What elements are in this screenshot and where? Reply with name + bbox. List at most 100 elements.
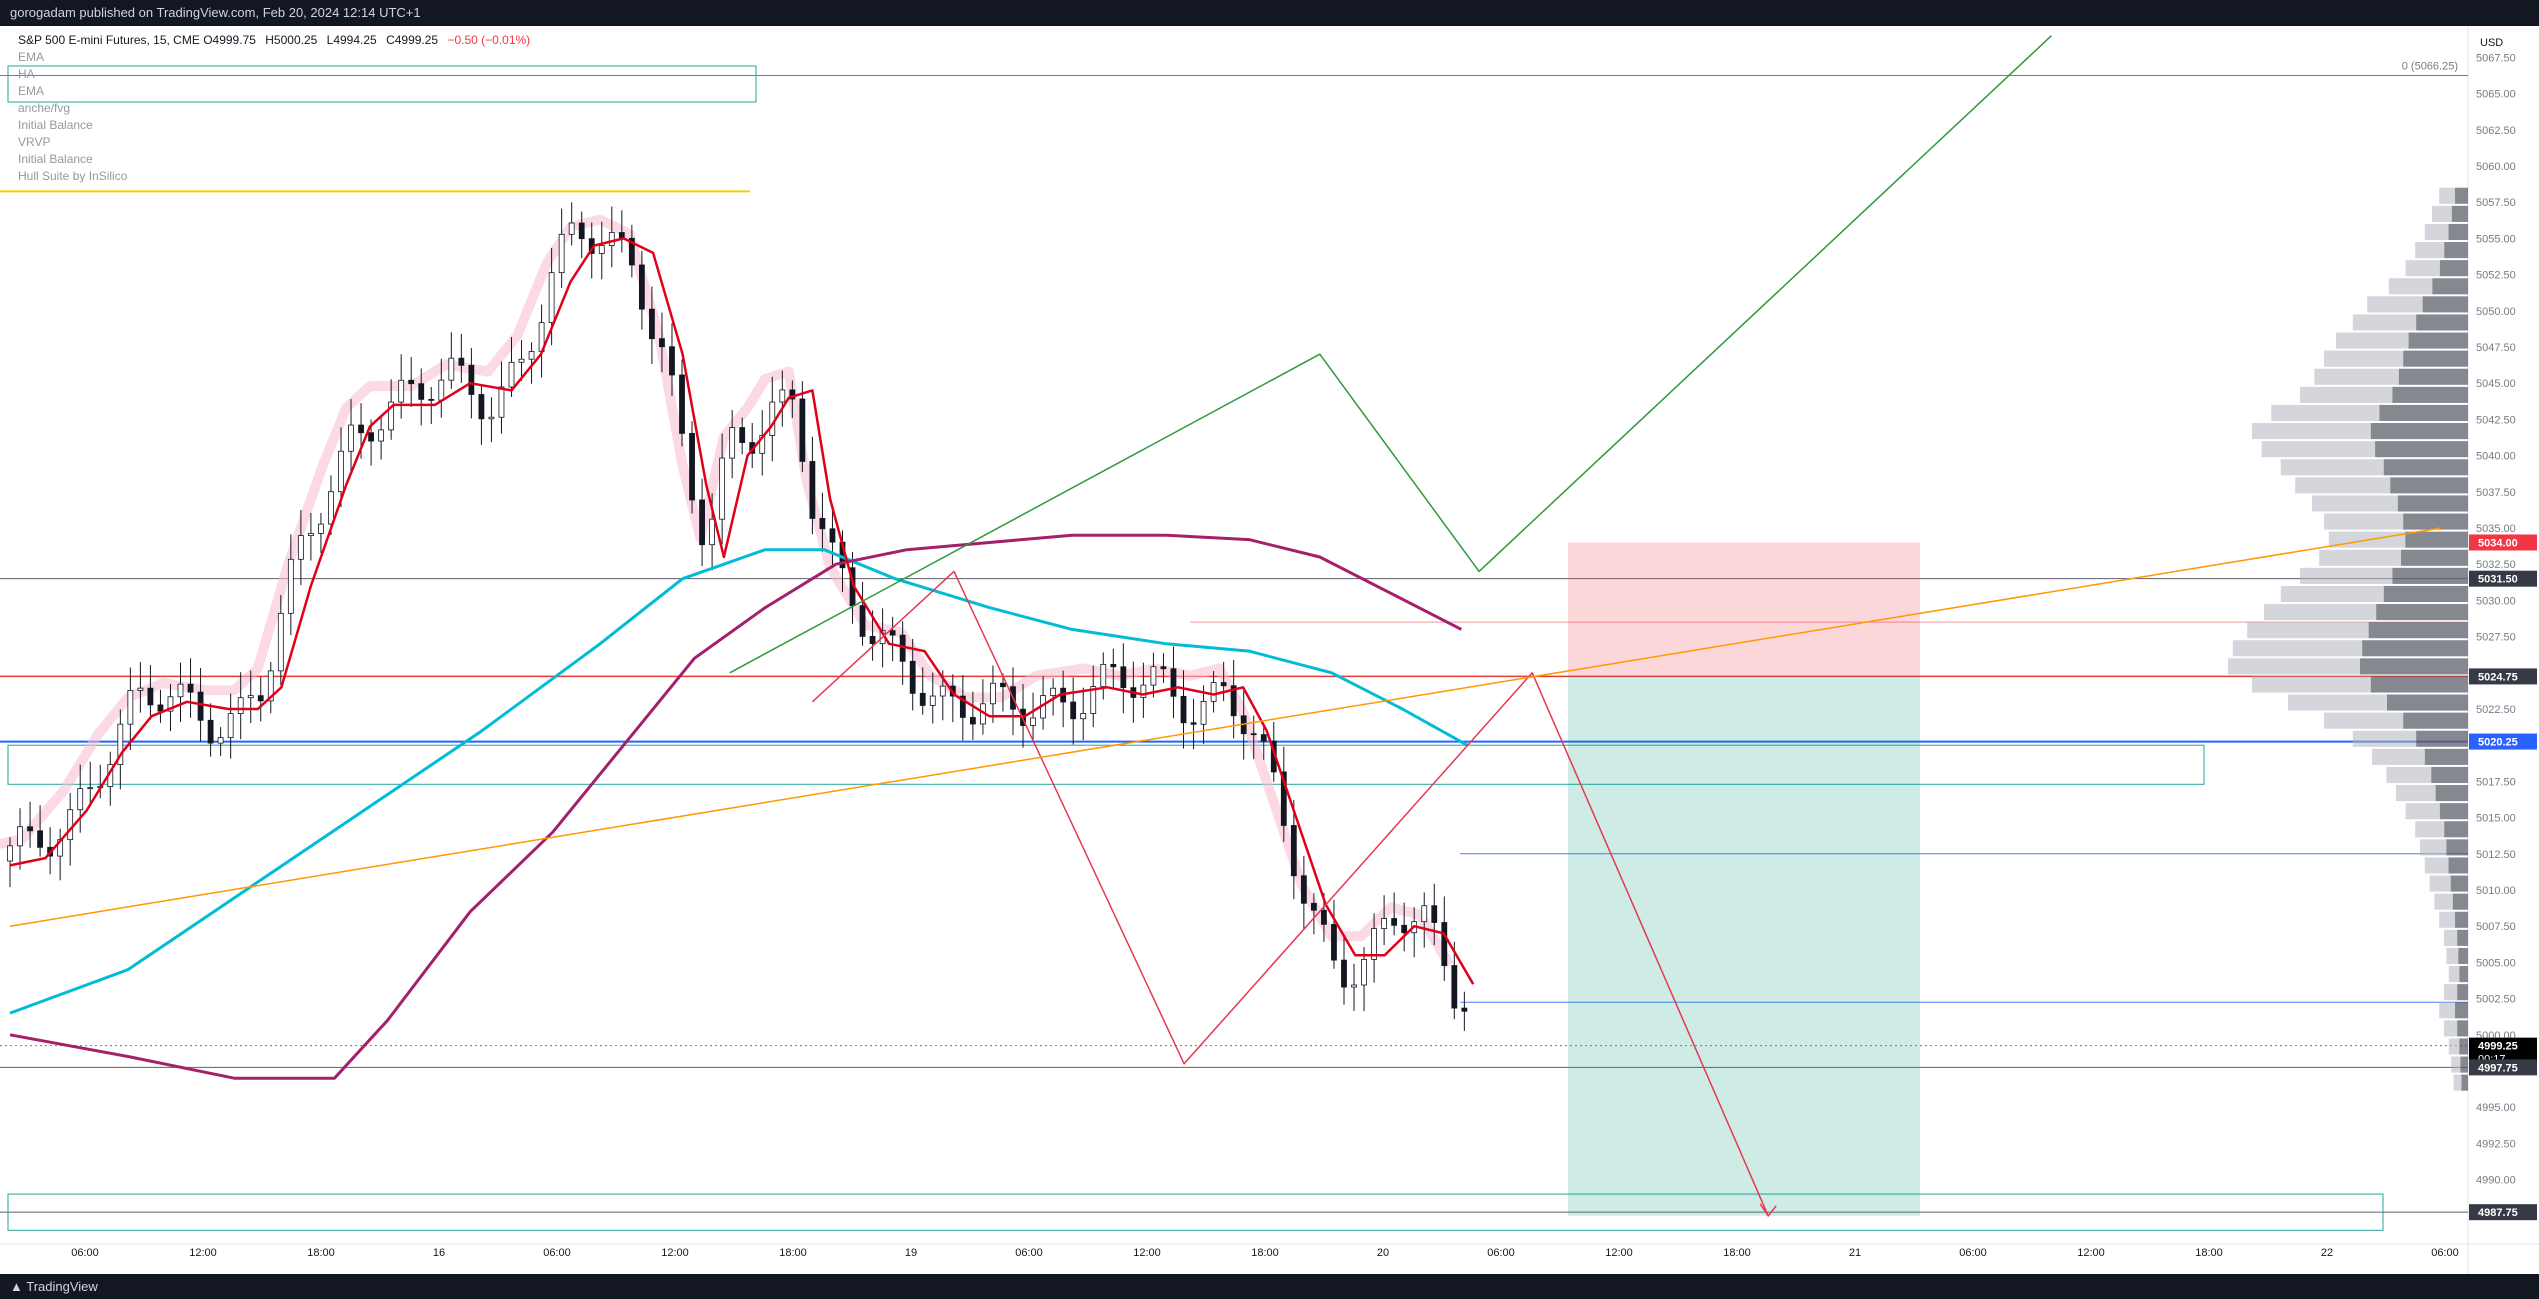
candle-body: [488, 416, 495, 420]
candle-body: [398, 379, 405, 403]
volume-profile-bar-up: [2424, 857, 2449, 874]
chart-area[interactable]: 5067.50 5065.00 5062.50 5060.00 5057.50 5055.…: [0, 26, 2539, 1274]
candle-body: [659, 338, 665, 348]
candle-body: [669, 346, 675, 376]
candle-body: [1210, 682, 1217, 702]
volume-profile-bar-down: [2383, 459, 2468, 476]
candle-body: [37, 830, 43, 848]
volume-profile-bar-down: [2457, 929, 2468, 946]
candle-body: [1080, 713, 1087, 720]
candle-body: [478, 394, 485, 420]
volume-profile-bar-down: [2455, 187, 2468, 204]
candle-body: [1421, 905, 1428, 923]
volume-profile-bar-down: [2368, 622, 2468, 639]
candle-body: [137, 687, 144, 691]
y-tick-label: 5032.50: [2476, 559, 2516, 571]
y-tick-label: 5065.00: [2476, 89, 2516, 101]
x-tick-label: 21: [1849, 1247, 1861, 1259]
indicator-initial-balance-1[interactable]: Initial Balance: [18, 118, 93, 132]
candle-body: [1341, 959, 1347, 988]
price-chart[interactable]: 5067.50 5065.00 5062.50 5060.00 5057.50 5055.…: [0, 26, 2539, 1274]
y-tick-label: 5067.50: [2476, 52, 2516, 64]
candle-body: [1300, 875, 1307, 904]
candle-body: [528, 351, 535, 360]
candle-body: [1200, 700, 1207, 725]
volume-profile-bar-down: [2397, 495, 2468, 512]
candle-body: [27, 826, 33, 832]
candle-body: [117, 723, 124, 766]
indicator-initial-balance-2[interactable]: Initial Balance: [18, 152, 93, 166]
x-tick-label: 06:00: [2431, 1247, 2459, 1259]
volume-profile-bar-up: [2247, 622, 2369, 639]
candle-body: [17, 826, 23, 847]
candle-body: [1180, 695, 1187, 724]
candle-body: [1401, 924, 1408, 934]
volume-profile-bar-down: [2375, 441, 2468, 458]
ema-red-line: [9, 237, 1475, 985]
candle-body: [87, 787, 94, 790]
y-tick-label: 5010.00: [2476, 885, 2516, 897]
candle-body: [578, 222, 585, 240]
candle-body: [799, 398, 806, 462]
candle-body: [1311, 902, 1317, 911]
volume-profile-bar-up: [2252, 423, 2371, 440]
candle-body: [227, 713, 234, 739]
volume-profile-bar-down: [2457, 1020, 2468, 1037]
candle-body: [959, 695, 966, 718]
candle-body: [448, 357, 455, 381]
candle-body: [1280, 771, 1287, 826]
x-tick-label: 06:00: [1959, 1247, 1987, 1259]
candle-body: [1030, 717, 1036, 726]
publish-header: gorogadam published on TradingView.com, …: [0, 0, 2539, 26]
candle-body: [919, 692, 926, 706]
currency-label: USD: [2480, 37, 2503, 49]
candle-body: [127, 689, 134, 725]
candle-body: [378, 429, 385, 442]
candle-body: [287, 558, 294, 614]
y-tick-label: 5027.50: [2476, 632, 2516, 644]
tv-logo-mark-icon: ▲: [10, 1279, 23, 1294]
price-label: 4987.75: [2478, 1207, 2518, 1219]
candle-body: [307, 533, 314, 537]
volume-profile-bar-down: [2431, 766, 2468, 784]
ohlc-change: −0.50 (−0.01%): [447, 33, 531, 47]
volume-profile-bar-up: [2396, 785, 2436, 802]
candle-body: [809, 461, 816, 519]
candle-body: [468, 364, 475, 395]
candle-body: [939, 685, 946, 697]
volume-profile-bar-up: [2405, 803, 2440, 820]
candle-body: [709, 518, 715, 546]
candle-body: [739, 427, 746, 443]
price-label: 5034.00: [2478, 537, 2518, 549]
candle-body: [819, 517, 826, 530]
x-tick-label: 06:00: [1487, 1247, 1515, 1259]
candle-body: [1441, 922, 1448, 966]
indicator-fvg[interactable]: anche/fvg: [18, 101, 71, 115]
indicator-ha[interactable]: HA: [18, 67, 35, 81]
indicator-ema-1[interactable]: EMA: [18, 50, 45, 64]
x-tick-label: 22: [2321, 1247, 2333, 1259]
x-tick-label: 18:00: [307, 1247, 335, 1259]
volume-profile-bar-down: [2370, 676, 2468, 693]
x-tick-label: 06:00: [1015, 1247, 1043, 1259]
candle-body: [1140, 684, 1147, 698]
y-tick-label: 4992.50: [2476, 1138, 2516, 1150]
y-tick-label: 5037.50: [2476, 487, 2516, 499]
x-tick-label: 20: [1377, 1247, 1389, 1259]
candle-body: [318, 523, 324, 534]
candle-body: [77, 788, 84, 811]
volume-profile-bar-up: [2420, 839, 2447, 856]
y-tick-label: 5007.50: [2476, 921, 2516, 933]
volume-profile-bar-up: [2372, 748, 2425, 765]
publish-note: gorogadam published on TradingView.com, …: [10, 5, 421, 20]
volume-profile-bar-down: [2403, 513, 2468, 530]
indicator-vrvp[interactable]: VRVP: [18, 135, 51, 149]
indicator-hull-suite[interactable]: Hull Suite by InSilico: [18, 169, 128, 183]
y-tick-label: 5030.00: [2476, 595, 2516, 607]
indicator-ema-2[interactable]: EMA: [18, 84, 45, 98]
candle-body: [1190, 722, 1197, 725]
candle-body: [197, 691, 204, 721]
candle-body: [247, 695, 254, 699]
volume-profile-bar-down: [2444, 821, 2468, 838]
volume-profile-bar-up: [2295, 477, 2391, 494]
